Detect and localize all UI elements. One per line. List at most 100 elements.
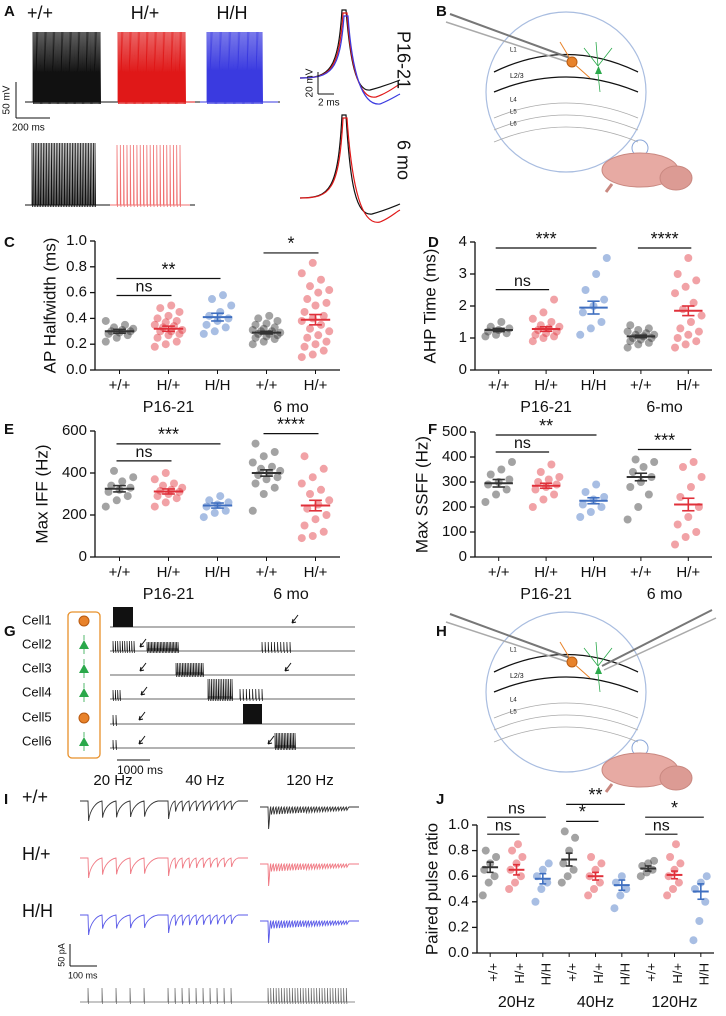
x-tick-label: +/+ (644, 963, 659, 982)
brainstem (604, 783, 614, 793)
data-point (322, 298, 331, 307)
layer-label: L4 (510, 698, 517, 704)
data-point (689, 936, 698, 945)
y-tick-label: 0.0 (448, 944, 469, 961)
y-tick-label: 0.0 (66, 361, 87, 378)
data-point (610, 904, 619, 913)
data-point (507, 458, 516, 466)
data-point (686, 318, 695, 326)
data-point (650, 330, 659, 339)
scale-label: 1000 ms (117, 763, 163, 777)
data-point (306, 490, 315, 498)
data-point (172, 316, 181, 325)
data-point (248, 340, 257, 349)
data-point (101, 337, 110, 346)
data-point (484, 878, 493, 887)
layer-label: L2/3 (510, 73, 524, 80)
y-axis-label: AHP Time (ms) (420, 249, 439, 364)
x-tick-label: +/+ (488, 377, 510, 394)
data-point (167, 301, 176, 310)
data-point (644, 490, 653, 499)
data-point (636, 872, 645, 881)
pipette (445, 621, 569, 663)
genotype-label: +/+ (22, 787, 48, 807)
data-point (634, 326, 643, 334)
significance-label: ns (653, 817, 670, 834)
data-point (224, 498, 233, 507)
significance-label: *** (654, 430, 675, 450)
x-tick-label: +/+ (256, 564, 278, 581)
data-point (202, 320, 211, 329)
scale-label: 2 ms (318, 98, 340, 109)
data-point (490, 872, 499, 881)
pipette (603, 617, 717, 671)
data-point (112, 333, 121, 342)
data-point (497, 465, 506, 474)
significance-label: ns (136, 279, 153, 296)
x-tick-label: +/+ (488, 564, 510, 581)
data-point (175, 307, 184, 316)
spike-train (32, 31, 101, 105)
data-point (259, 490, 268, 498)
data-point (644, 338, 653, 347)
neuron (595, 666, 602, 674)
data-point (692, 337, 701, 346)
data-point (622, 885, 631, 893)
data-point (319, 311, 328, 320)
cell-icon (79, 688, 89, 697)
spike-train (87, 987, 145, 1005)
y-tick-label: 0.2 (448, 918, 469, 935)
data-point (251, 479, 260, 488)
current-trace (160, 857, 248, 877)
data-point (300, 342, 309, 351)
data-point (259, 452, 268, 461)
data-point (666, 853, 675, 861)
x-tick-label: H/+ (534, 377, 558, 394)
data-point (248, 458, 257, 467)
data-point (322, 511, 331, 519)
data-point (161, 340, 170, 349)
data-point (536, 321, 545, 330)
panel-label: F (428, 421, 437, 438)
group-label: 120Hz (651, 994, 697, 1011)
x-tick-label: +/+ (109, 377, 131, 394)
plateau (275, 745, 296, 748)
spike-train (112, 689, 121, 702)
data-point (251, 333, 260, 342)
significance-label: *** (536, 229, 557, 249)
data-point (550, 490, 559, 499)
data-point (623, 343, 632, 352)
data-point (325, 496, 334, 505)
panel-label: G (4, 623, 16, 640)
y-tick-label: 500 (442, 423, 467, 440)
x-tick-label: H/+ (157, 564, 181, 581)
y-tick-label: 3 (459, 265, 467, 282)
data-point (528, 337, 537, 346)
data-point (300, 521, 309, 530)
spike-train (239, 688, 263, 702)
y-axis-label: Paired pulse ratio (422, 823, 441, 955)
significance-label: ns (508, 800, 525, 817)
spike-train (146, 641, 179, 654)
data-point (308, 473, 317, 482)
data-point (650, 856, 659, 865)
plateau (208, 696, 233, 699)
significance-label: **** (651, 229, 679, 249)
group-label: 20Hz (498, 994, 535, 1011)
y-tick-label: 200 (62, 506, 87, 523)
data-point (306, 282, 315, 291)
significance-label: * (287, 234, 294, 254)
data-point (511, 878, 520, 887)
layer-boundary (493, 126, 639, 143)
x-tick-label: H/H (205, 564, 231, 581)
frequency-label: 20 Hz (93, 772, 132, 789)
data-point (681, 282, 690, 291)
x-tick-label: H/+ (591, 963, 606, 984)
data-point (227, 301, 236, 310)
significance-label: ** (539, 416, 553, 436)
y-tick-label: 0.4 (448, 893, 469, 910)
data-point (308, 532, 317, 540)
data-point (602, 254, 611, 262)
current-trace (260, 920, 359, 944)
data-point (150, 342, 159, 351)
